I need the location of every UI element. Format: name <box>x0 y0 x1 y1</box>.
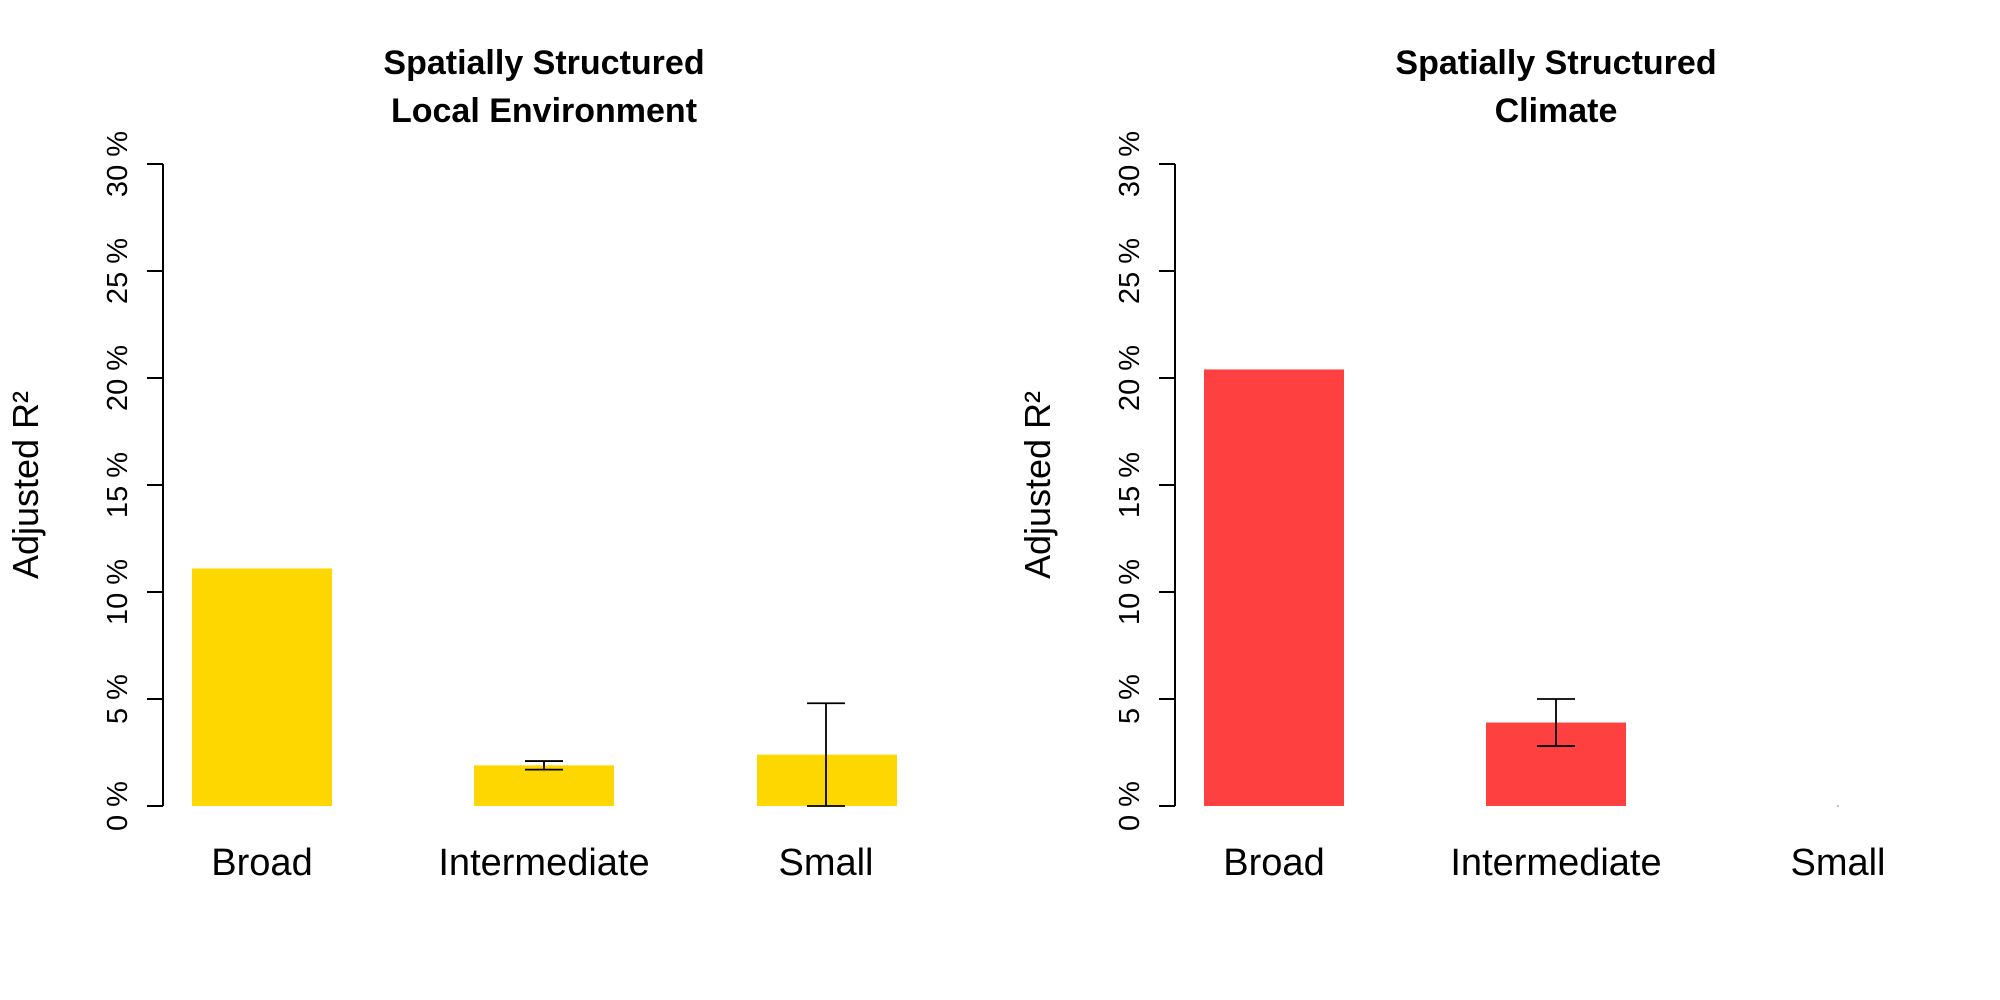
x-category-label: Broad <box>211 842 312 884</box>
bar-broad <box>192 568 332 806</box>
y-tick-label: 0 % <box>1114 781 1146 831</box>
chart-title-line-1: Spatially Structured <box>383 44 704 82</box>
y-tick-label: 5 % <box>102 674 134 724</box>
y-tick-label: 15 % <box>102 452 134 518</box>
y-tick-label: 25 % <box>102 238 134 304</box>
bar-intermediate <box>474 765 614 806</box>
chart-title-line-2: Local Environment <box>391 92 697 130</box>
y-tick-label: 15 % <box>1114 452 1146 518</box>
y-tick-label: 10 % <box>102 559 134 625</box>
bar-small <box>757 754 897 806</box>
x-category-label: Intermediate <box>438 842 649 884</box>
y-axis-label: Adjusted R² <box>5 391 46 579</box>
x-category-label: Small <box>778 842 873 884</box>
x-category-label: Broad <box>1223 842 1324 884</box>
x-category-label: Small <box>1790 842 1885 884</box>
chart-panel-1: Spatially Structured Local Environment Adj… <box>5 44 897 884</box>
chart-title-line-1: Spatially Structured <box>1395 44 1716 82</box>
y-tick-label: 30 % <box>1114 131 1146 197</box>
y-axis-label: Adjusted R² <box>1017 391 1058 579</box>
y-tick-label: 25 % <box>1114 238 1146 304</box>
y-tick-label: 20 % <box>1114 345 1146 411</box>
y-tick-label: 5 % <box>1114 674 1146 724</box>
y-tick-label: 10 % <box>1114 559 1146 625</box>
y-tick-label: 20 % <box>102 345 134 411</box>
y-tick-label: 30 % <box>102 131 134 197</box>
bar-broad <box>1204 369 1344 806</box>
chart-panel-2: Spatially Structured Climate Adjusted R² 0 … <box>1017 44 1886 884</box>
chart-title-line-2: Climate <box>1495 92 1618 130</box>
x-category-label: Intermediate <box>1450 842 1661 884</box>
y-tick-label: 0 % <box>102 781 134 831</box>
